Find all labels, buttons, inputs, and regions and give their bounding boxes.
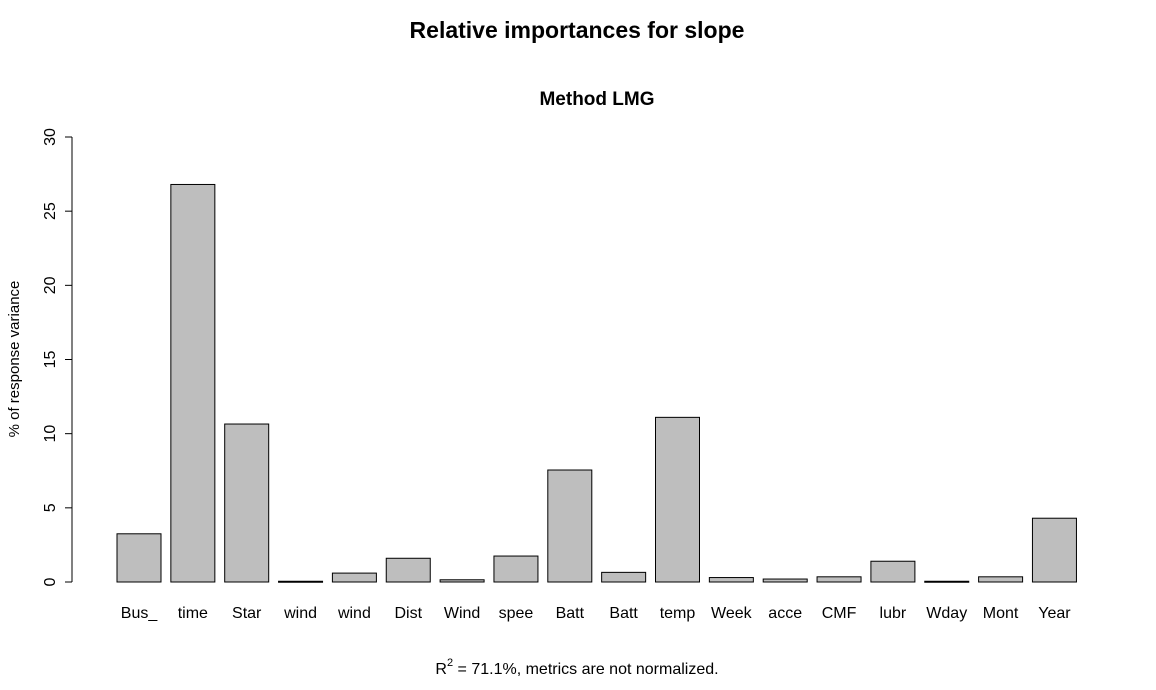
x-tick-label: Bus_: [121, 605, 159, 622]
y-tick-label: 20: [42, 276, 59, 294]
y-tick-label: 0: [42, 577, 59, 586]
bar: [439, 579, 485, 583]
bar: [978, 576, 1024, 583]
x-tick-labels: Bus_ time Star wind wind Dist Wind spee Batt Batt…: [121, 605, 1072, 622]
x-tick-label: Star: [232, 605, 262, 622]
bar: [385, 557, 431, 583]
bar: [655, 416, 700, 583]
x-tick-label: Week: [711, 605, 753, 622]
footnote: R2 = 71.1%, metrics are not normalized.: [435, 657, 718, 678]
x-tick-label: Batt: [609, 605, 638, 622]
chart-subtitle: Method LMG: [539, 89, 654, 110]
x-tick-label: wind: [283, 605, 317, 622]
bar: [116, 533, 162, 583]
x-tick-label: Mont: [983, 605, 1019, 622]
y-tick-label: 10: [42, 425, 59, 443]
bar: [762, 578, 808, 583]
bar: [870, 560, 916, 583]
x-tick-label: acce: [768, 605, 802, 622]
bar: [708, 577, 754, 583]
x-tick-label: time: [178, 605, 208, 622]
y-tick-label: 5: [42, 503, 59, 512]
x-tick-label: temp: [660, 605, 696, 622]
bar: [224, 423, 270, 583]
bar: [924, 580, 970, 583]
footnote-r-superscript: 2: [447, 657, 453, 669]
y-tick-label: 15: [42, 351, 59, 369]
x-tick-label: lubr: [880, 605, 907, 622]
x-tick-label: Wind: [444, 605, 480, 622]
x-tick-label: CMF: [822, 605, 857, 622]
bars: [116, 183, 1077, 583]
x-tick-label: Dist: [394, 605, 422, 622]
bar: [493, 555, 539, 583]
y-tick-label: 25: [42, 202, 59, 220]
x-tick-label: spee: [499, 605, 534, 622]
bar: [547, 469, 593, 583]
footnote-text: = 71.1%, metrics are not normalized.: [453, 661, 718, 678]
bar: [601, 571, 647, 583]
x-tick-label: wind: [337, 605, 371, 622]
chart-title: Relative importances for slope: [410, 17, 745, 43]
x-tick-label: Batt: [556, 605, 585, 622]
bar: [278, 580, 324, 583]
bar: [816, 576, 862, 583]
bar: [331, 572, 377, 583]
bar: [170, 183, 216, 583]
y-tick-label: 30: [42, 128, 59, 146]
footnote-r-symbol: R: [435, 661, 447, 678]
x-tick-label: Year: [1038, 605, 1071, 622]
bar: [1031, 517, 1077, 583]
y-axis: 0 5 10 15 20 25 30: [42, 128, 73, 586]
x-tick-label: Wday: [926, 605, 967, 622]
y-axis-label: % of response variance: [6, 281, 23, 438]
